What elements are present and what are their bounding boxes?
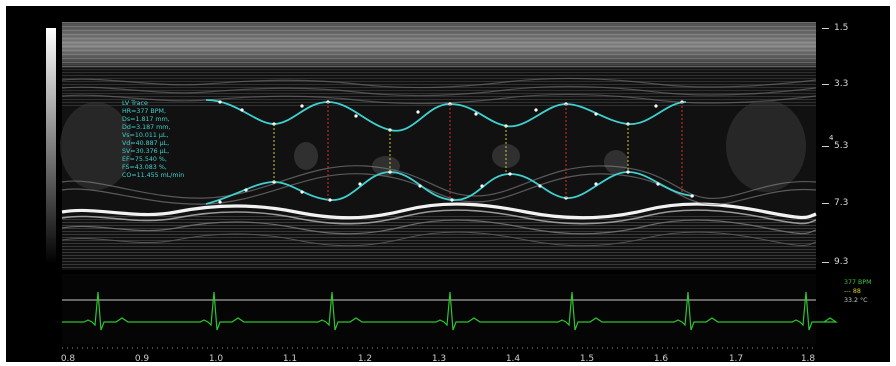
- measure-line: Dd=3.187 mm,: [122, 124, 171, 131]
- ecg-trace: [62, 291, 838, 331]
- measure-line: Vs=10.011 µL,: [122, 132, 169, 139]
- measure-line: Vd=40.887 µL,: [122, 140, 170, 147]
- time-label: 1.1: [282, 354, 298, 364]
- measure-line: HR=377 BPM,: [122, 108, 166, 115]
- depth-label: 5.3: [834, 141, 849, 151]
- posterior-wall-line: [61, 202, 817, 220]
- measure-line: FS=43.083 %,: [122, 164, 167, 171]
- time-label: 1.4: [505, 354, 521, 364]
- temperature-readout: 33.2 °C: [844, 297, 868, 304]
- mmode-scene: [46, 22, 838, 349]
- depth-label: 3.3: [834, 79, 849, 89]
- grayscale-bar: [46, 28, 56, 264]
- time-label: 1.0: [208, 354, 224, 364]
- time-label: 1.8: [800, 354, 816, 364]
- depth-label: 9.3: [834, 257, 849, 267]
- measure-line: CO=11.455 mL/min: [122, 172, 185, 179]
- anterior-wall-texture: [61, 77, 817, 105]
- heart-rate-readout: 377 BPM: [844, 279, 872, 286]
- measure-line: Ds=1.817 mm,: [122, 116, 170, 123]
- side-tissue: [60, 100, 806, 192]
- depth-marker: 4: [829, 134, 834, 142]
- time-label: 0.9: [134, 354, 150, 364]
- diastole-markers: [273, 124, 629, 182]
- ecg-panel: [62, 274, 816, 344]
- time-label: 0.8: [60, 354, 76, 364]
- lv-measurement-box: LV Trace HR=377 BPM, Ds=1.817 mm, Dd=3.1…: [122, 100, 214, 180]
- time-label: 1.2: [357, 354, 373, 364]
- time-label: 1.6: [653, 354, 669, 364]
- systole-markers: [327, 102, 683, 200]
- time-label: 1.7: [728, 354, 744, 364]
- ecg-gain-readout: --- 88: [844, 288, 861, 295]
- time-label: 1.3: [431, 354, 447, 364]
- ecg-info: 377 BPM --- 88 33.2 °C: [844, 278, 890, 305]
- time-label: 1.5: [579, 354, 595, 364]
- depth-label: 1.5: [834, 23, 849, 33]
- mmode-display: 1.5 3.3 5.3 7.3 9.3 4 LV Trace HR=377 BP…: [6, 6, 890, 364]
- depth-label: 7.3: [834, 198, 849, 208]
- measure-line: LV Trace: [122, 100, 148, 107]
- measure-line: EF=75.540 %,: [122, 156, 167, 163]
- measure-line: SV=30.376 µL,: [122, 148, 170, 155]
- trace-points: [218, 100, 694, 204]
